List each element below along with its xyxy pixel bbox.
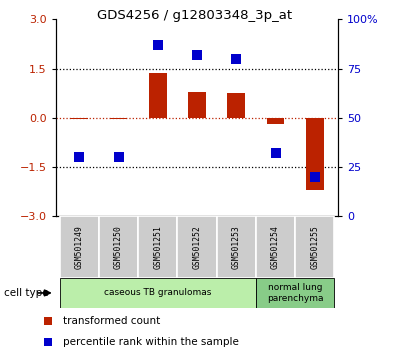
- Point: [115, 154, 122, 160]
- Bar: [267, 118, 284, 124]
- Bar: [60, 216, 99, 278]
- Point: [154, 42, 161, 48]
- Text: GDS4256 / g12803348_3p_at: GDS4256 / g12803348_3p_at: [98, 9, 293, 22]
- Point: [194, 52, 200, 58]
- Point: [233, 56, 240, 62]
- Point: [312, 174, 318, 179]
- Text: percentile rank within the sample: percentile rank within the sample: [63, 337, 239, 347]
- Bar: [99, 216, 138, 278]
- Text: GSM501250: GSM501250: [114, 225, 123, 269]
- Point: [45, 339, 51, 345]
- Text: GSM501252: GSM501252: [193, 225, 201, 269]
- Text: GSM501253: GSM501253: [232, 225, 241, 269]
- Text: cell type: cell type: [4, 288, 49, 298]
- Bar: [70, 118, 88, 119]
- Bar: [60, 278, 256, 308]
- Point: [272, 150, 279, 156]
- Bar: [217, 216, 256, 278]
- Text: caseous TB granulomas: caseous TB granulomas: [104, 289, 211, 297]
- Point: [45, 319, 51, 324]
- Text: GSM501254: GSM501254: [271, 225, 280, 269]
- Bar: [188, 91, 206, 118]
- Text: GSM501249: GSM501249: [75, 225, 84, 269]
- Text: GSM501251: GSM501251: [153, 225, 162, 269]
- Bar: [178, 216, 217, 278]
- Bar: [256, 278, 334, 308]
- Bar: [138, 216, 178, 278]
- Bar: [227, 93, 245, 118]
- Text: GSM501255: GSM501255: [310, 225, 319, 269]
- Bar: [256, 216, 295, 278]
- Bar: [306, 118, 324, 190]
- Bar: [295, 216, 334, 278]
- Text: normal lung
parenchyma: normal lung parenchyma: [267, 283, 324, 303]
- Bar: [110, 118, 127, 119]
- Point: [76, 154, 82, 160]
- Text: transformed count: transformed count: [63, 316, 160, 326]
- Bar: [149, 74, 167, 118]
